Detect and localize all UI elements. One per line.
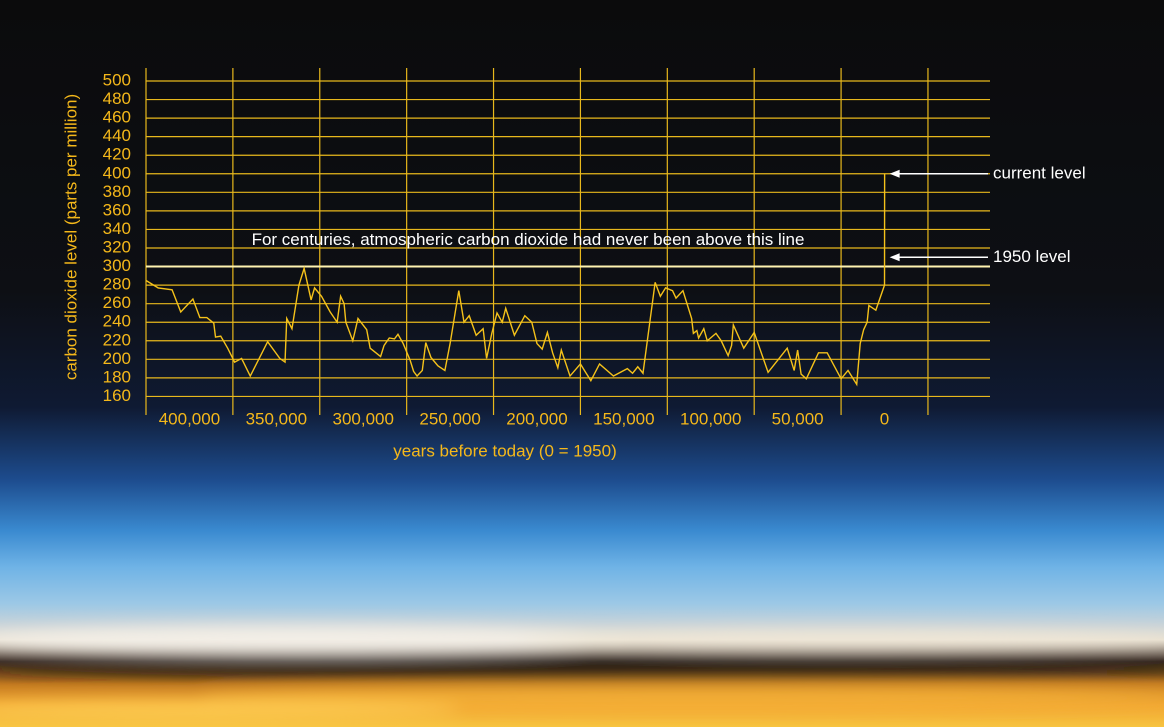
y-tick-label: 360 bbox=[103, 200, 131, 219]
y-tick-label: 200 bbox=[103, 349, 131, 368]
x-tick-label: 0 bbox=[880, 409, 889, 428]
y-tick-label: 320 bbox=[103, 237, 131, 256]
y-tick-label: 260 bbox=[103, 293, 131, 312]
y-tick-label: 340 bbox=[103, 219, 131, 238]
arrow-head bbox=[889, 169, 900, 178]
data-line bbox=[145, 173, 886, 387]
annotation-label: current level bbox=[993, 163, 1086, 182]
y-tick-label: 440 bbox=[103, 126, 131, 145]
y-tick-label: 180 bbox=[103, 367, 131, 386]
x-tick-label: 400,000 bbox=[159, 409, 220, 428]
y-tick-label: 220 bbox=[103, 330, 131, 349]
x-tick-label: 350,000 bbox=[246, 409, 307, 428]
y-axis-title: carbon dioxide level (parts per million) bbox=[61, 94, 80, 380]
y-tick-label: 300 bbox=[103, 256, 131, 275]
y-tick-label: 160 bbox=[103, 386, 131, 405]
y-tick-label: 460 bbox=[103, 108, 131, 127]
x-axis-title: years before today (0 = 1950) bbox=[393, 441, 617, 460]
x-tick-label: 250,000 bbox=[419, 409, 480, 428]
y-tick-label: 400 bbox=[103, 163, 131, 182]
y-tick-label: 420 bbox=[103, 145, 131, 164]
y-tick-label: 240 bbox=[103, 312, 131, 331]
x-tick-label: 200,000 bbox=[506, 409, 567, 428]
arrow-head bbox=[889, 253, 900, 262]
reference-label: For centuries, atmospheric carbon dioxid… bbox=[252, 230, 805, 249]
x-tick-label: 100,000 bbox=[680, 409, 741, 428]
y-tick-label: 380 bbox=[103, 182, 131, 201]
y-tick-label: 280 bbox=[103, 275, 131, 294]
x-tick-label: 300,000 bbox=[332, 409, 393, 428]
x-tick-label: 50,000 bbox=[772, 409, 824, 428]
clouds bbox=[0, 626, 1164, 720]
y-tick-label: 500 bbox=[103, 70, 131, 89]
y-tick-label: 480 bbox=[103, 89, 131, 108]
x-tick-label: 150,000 bbox=[593, 409, 654, 428]
annotation-label: 1950 level bbox=[993, 247, 1071, 266]
